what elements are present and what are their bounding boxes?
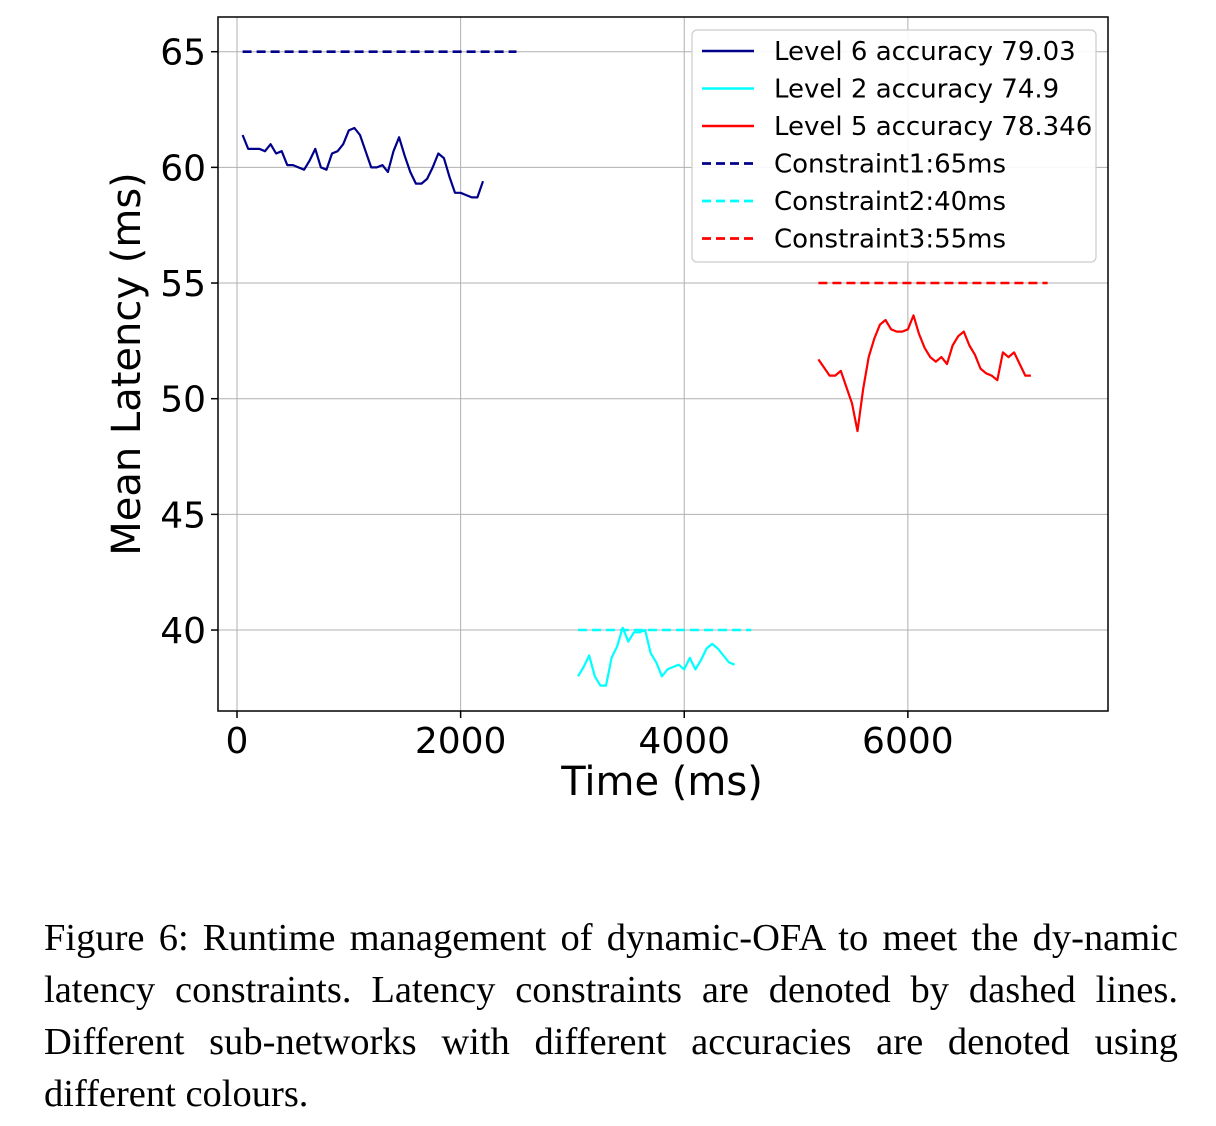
legend: Level 6 accuracy 79.03 Level 2 accuracy 7…: [691, 29, 1097, 263]
x-tick-label: 6000: [862, 721, 954, 762]
series-lines: [241, 50, 1048, 687]
y-tick-label: 50: [160, 380, 206, 421]
figure-caption: Figure 6: Runtime management of dynamic-…: [44, 917, 1178, 1115]
y-tick-label: 45: [160, 495, 206, 536]
series-line-2: [817, 314, 1031, 433]
y-axis-label: Mean Latency (ms): [104, 172, 150, 556]
legend-entry: Constraint1:65ms: [774, 150, 1006, 180]
y-tick-label: 60: [160, 148, 206, 189]
y-tick-label: 40: [160, 611, 206, 652]
legend-entry: Level 6 accuracy 79.03: [774, 37, 1076, 67]
legend-entry: Constraint3:55ms: [774, 225, 1006, 255]
y-tick-label: 55: [160, 264, 206, 305]
x-tick-label: 4000: [638, 721, 730, 762]
legend-entry: Constraint2:40ms: [774, 187, 1006, 217]
axis-ticks: 0 2000 4000 6000 40 45 50 55 60 65: [160, 33, 953, 762]
plot-frame: [217, 16, 1109, 712]
x-axis-label: Time (ms): [560, 759, 763, 805]
series-line-1: [577, 626, 736, 687]
y-tick-label: 65: [160, 33, 206, 74]
legend-entry: Level 2 accuracy 74.9: [774, 75, 1059, 105]
latency-chart: 0 2000 4000 6000 40 45 50 55 60 65 Time (ms) Mean…: [104, 16, 1109, 805]
x-tick-label: 0: [226, 721, 249, 762]
legend-box: [691, 29, 1097, 263]
legend-entry: Level 5 accuracy 78.346: [774, 112, 1092, 142]
series-line-0: [241, 126, 485, 199]
x-tick-label: 2000: [415, 721, 507, 762]
